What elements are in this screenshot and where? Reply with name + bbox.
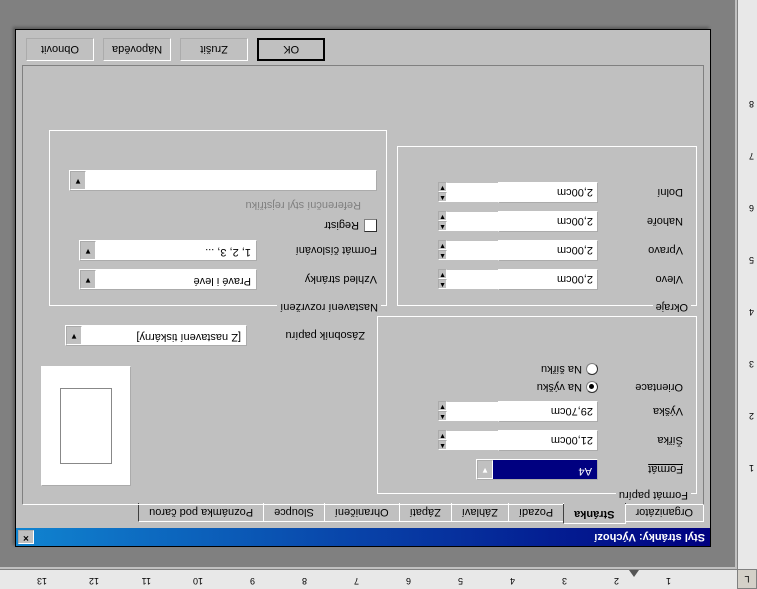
group-legend: Okraje (653, 301, 691, 313)
refstyle-label: Referenční styl rejstříku (217, 199, 377, 211)
cancel-button[interactable]: Zrušit (180, 38, 248, 61)
numbering-combo[interactable]: 1, 2, 3, ... ▼ (79, 240, 257, 261)
dialog-button-row: OK Zrušit Nápověda Obnovit (26, 38, 331, 61)
numbering-label: Formát číslování (257, 245, 377, 257)
ruler-indent-marker[interactable] (629, 570, 639, 577)
height-label: Výška (598, 406, 693, 418)
top-spinner[interactable]: ▲▼ (498, 211, 598, 232)
spin-up-icon[interactable]: ▲ (438, 440, 447, 450)
refstyle-combo[interactable]: ▼ (69, 170, 377, 191)
ruler-vertical: 12345678 (737, 0, 757, 569)
tab-sloupce[interactable]: Sloupce (263, 503, 325, 522)
paper-format-group: Formát papíru Formát A4 ▼ Šířka ▲▼ (377, 316, 697, 494)
height-spinner[interactable]: ▲▼ (498, 401, 598, 422)
preview-page (60, 388, 112, 464)
tab-ohraničení[interactable]: Ohraničení (324, 503, 400, 522)
landscape-radio[interactable]: Na šířku (537, 363, 598, 375)
close-icon[interactable]: × (18, 530, 34, 544)
ok-button[interactable]: OK (257, 38, 325, 61)
help-button[interactable]: Nápověda (103, 38, 171, 61)
tab-panel-page: Formát papíru Formát A4 ▼ Šířka ▲▼ (22, 65, 704, 505)
group-legend: Nastavení rozvržení (277, 301, 381, 313)
tab-bar: OrganizátorStránkaPozadíZáhlavíZápatíOhr… (16, 505, 710, 528)
titlebar[interactable]: Styl stránky: Výchozí × (16, 528, 710, 546)
reset-button[interactable]: Obnovit (26, 38, 94, 61)
chevron-down-icon[interactable]: ▼ (80, 270, 96, 289)
width-label: Šířka (598, 435, 693, 447)
tab-záhlaví[interactable]: Záhlaví (451, 503, 509, 522)
layout-label: Vzhled stránky (257, 274, 377, 286)
group-legend: Formát papíru (616, 489, 691, 501)
tab-pozadí[interactable]: Pozadí (508, 503, 564, 522)
register-checkbox[interactable]: Registr (324, 219, 377, 232)
ruler-corner: L (737, 569, 757, 589)
format-label: Formát (598, 464, 693, 476)
chevron-down-icon[interactable]: ▼ (66, 326, 82, 345)
top-label: Nahoře (598, 216, 693, 228)
portrait-radio[interactable]: Na výšku (537, 381, 598, 393)
right-spinner[interactable]: ▲▼ (498, 240, 598, 261)
bottom-spinner[interactable]: ▲▼ (498, 182, 598, 203)
left-label: Vlevo (598, 274, 693, 286)
chevron-down-icon[interactable]: ▼ (477, 460, 493, 479)
tab-organizátor[interactable]: Organizátor (625, 503, 704, 522)
tab-zápatí[interactable]: Zápatí (399, 503, 452, 522)
right-label: Vpravo (598, 245, 693, 257)
chevron-down-icon[interactable]: ▼ (80, 241, 96, 260)
layout-group: Nastavení rozvržení Vzhled stránky Pravé… (49, 130, 387, 306)
radio-on-icon (586, 381, 598, 393)
tab-poznámka pod čarou[interactable]: Poznámka pod čarou (138, 503, 264, 522)
tray-label: Zásobník papíru (247, 330, 365, 342)
layout-combo[interactable]: Pravé i levé ▼ (79, 269, 257, 290)
bottom-label: Dolní (598, 187, 693, 199)
orientation-label: Orientace (598, 381, 693, 393)
tab-stránka[interactable]: Stránka (563, 504, 625, 524)
margins-group: Okraje Vlevo ▲▼ Vpravo ▲▼ Nahoře ▲▼ Doln… (397, 146, 697, 306)
page-preview (41, 366, 131, 486)
checkbox-icon (364, 219, 377, 232)
radio-off-icon (586, 363, 598, 375)
tray-combo[interactable]: [Z nastavení tiskárny] ▼ (65, 325, 247, 346)
width-spinner[interactable]: ▲▼ (498, 430, 598, 451)
dialog-title: Styl stránky: Výchozí (34, 531, 708, 543)
ruler-horizontal: 12345678910111213 (0, 569, 737, 589)
left-spinner[interactable]: ▲▼ (498, 269, 598, 290)
page-style-dialog: Styl stránky: Výchozí × OrganizátorStrán… (15, 29, 711, 547)
spin-down-icon[interactable]: ▼ (438, 430, 447, 440)
format-combo[interactable]: A4 ▼ (476, 459, 598, 480)
chevron-down-icon[interactable]: ▼ (70, 171, 86, 190)
